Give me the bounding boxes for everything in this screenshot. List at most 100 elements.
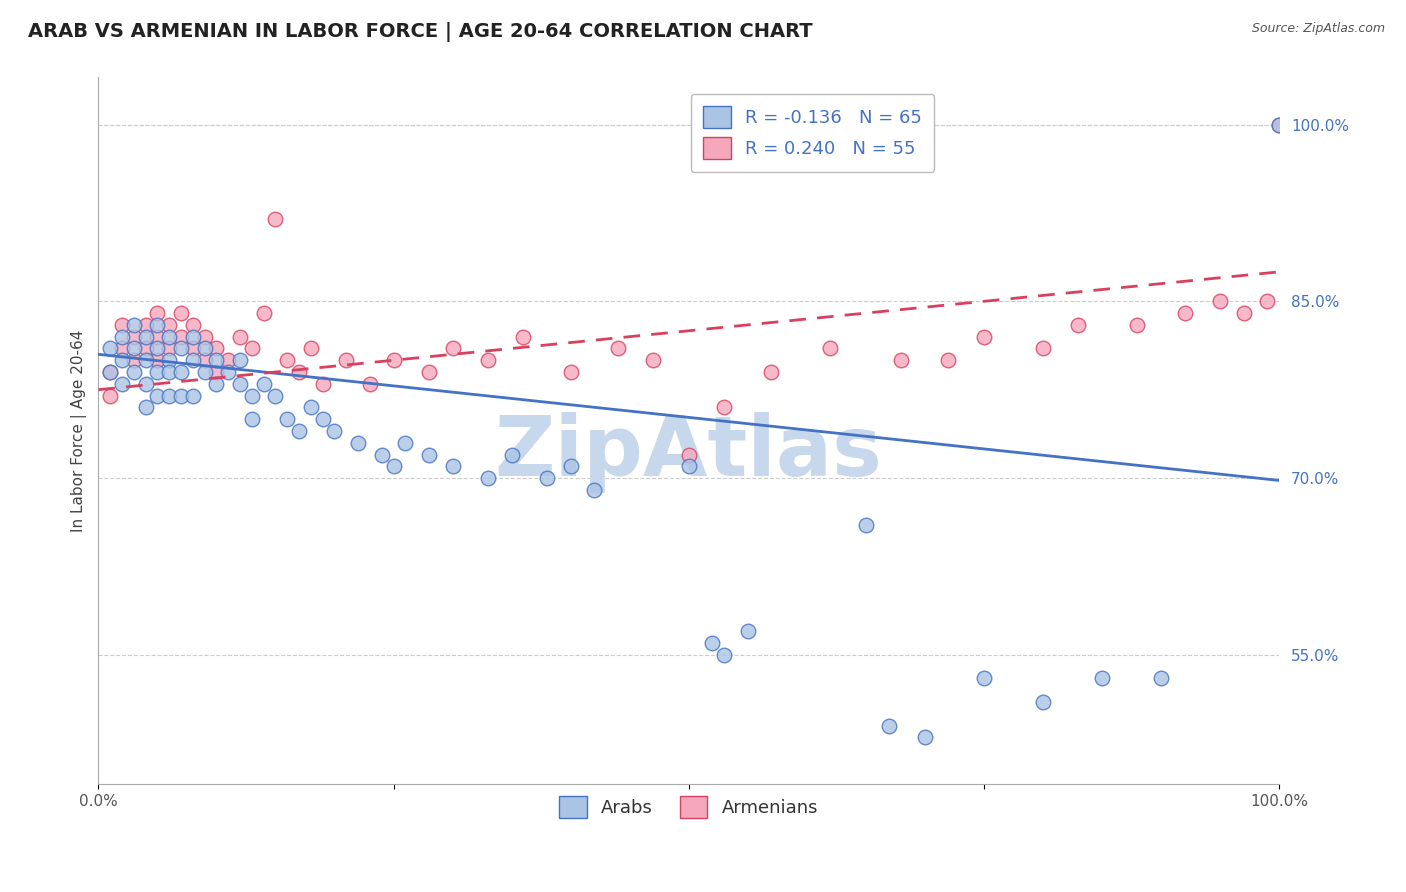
Point — [170, 342, 193, 356]
Point — [299, 342, 322, 356]
Point — [217, 365, 239, 379]
Point — [157, 318, 180, 332]
Point — [181, 342, 204, 356]
Point — [1091, 672, 1114, 686]
Point — [170, 306, 193, 320]
Point — [229, 353, 252, 368]
Point — [1032, 342, 1054, 356]
Point — [312, 376, 335, 391]
Point — [135, 353, 157, 368]
Point — [146, 329, 169, 343]
Point — [323, 424, 346, 438]
Point — [264, 211, 287, 226]
Point — [761, 365, 783, 379]
Point — [737, 624, 759, 639]
Point — [157, 342, 180, 356]
Point — [146, 318, 169, 332]
Point — [194, 329, 217, 343]
Point — [583, 483, 606, 497]
Point — [229, 329, 252, 343]
Point — [276, 353, 298, 368]
Point — [678, 459, 700, 474]
Point — [347, 435, 370, 450]
Point — [501, 448, 523, 462]
Point — [370, 448, 392, 462]
Point — [111, 329, 134, 343]
Point — [122, 342, 145, 356]
Point — [713, 648, 735, 662]
Point — [973, 329, 995, 343]
Point — [135, 401, 157, 415]
Point — [146, 388, 169, 402]
Point — [1032, 695, 1054, 709]
Point — [441, 459, 464, 474]
Point — [205, 365, 228, 379]
Point — [1174, 306, 1197, 320]
Point — [394, 435, 416, 450]
Point — [181, 353, 204, 368]
Point — [194, 353, 217, 368]
Point — [98, 365, 121, 379]
Point — [512, 329, 534, 343]
Point — [678, 448, 700, 462]
Y-axis label: In Labor Force | Age 20-64: In Labor Force | Age 20-64 — [72, 330, 87, 533]
Point — [205, 353, 228, 368]
Point — [418, 365, 440, 379]
Text: ZipAtlas: ZipAtlas — [495, 411, 883, 492]
Point — [288, 365, 311, 379]
Point — [98, 342, 121, 356]
Point — [146, 306, 169, 320]
Point — [382, 459, 405, 474]
Point — [477, 353, 499, 368]
Point — [157, 353, 180, 368]
Point — [157, 365, 180, 379]
Point — [253, 306, 276, 320]
Point — [536, 471, 558, 485]
Point — [146, 353, 169, 368]
Point — [170, 329, 193, 343]
Point — [299, 401, 322, 415]
Point — [240, 388, 263, 402]
Point — [194, 342, 217, 356]
Point — [560, 459, 582, 474]
Point — [253, 376, 276, 391]
Point — [240, 342, 263, 356]
Point — [111, 376, 134, 391]
Point — [713, 401, 735, 415]
Point — [1268, 118, 1291, 132]
Point — [146, 342, 169, 356]
Point — [288, 424, 311, 438]
Point — [135, 329, 157, 343]
Point — [217, 353, 239, 368]
Point — [181, 329, 204, 343]
Point — [157, 329, 180, 343]
Point — [240, 412, 263, 426]
Point — [157, 388, 180, 402]
Point — [441, 342, 464, 356]
Point — [181, 318, 204, 332]
Point — [335, 353, 357, 368]
Legend: Arabs, Armenians: Arabs, Armenians — [553, 789, 825, 825]
Point — [312, 412, 335, 426]
Point — [890, 353, 912, 368]
Point — [205, 376, 228, 391]
Point — [1067, 318, 1090, 332]
Point — [1126, 318, 1149, 332]
Text: Source: ZipAtlas.com: Source: ZipAtlas.com — [1251, 22, 1385, 36]
Point — [643, 353, 665, 368]
Point — [359, 376, 381, 391]
Point — [477, 471, 499, 485]
Point — [98, 388, 121, 402]
Point — [122, 318, 145, 332]
Point — [276, 412, 298, 426]
Point — [914, 731, 936, 745]
Point — [1232, 306, 1254, 320]
Point — [135, 318, 157, 332]
Point — [1268, 118, 1291, 132]
Point — [938, 353, 960, 368]
Text: ARAB VS ARMENIAN IN LABOR FORCE | AGE 20-64 CORRELATION CHART: ARAB VS ARMENIAN IN LABOR FORCE | AGE 20… — [28, 22, 813, 42]
Point — [98, 365, 121, 379]
Point — [560, 365, 582, 379]
Point — [111, 318, 134, 332]
Point — [1209, 294, 1232, 309]
